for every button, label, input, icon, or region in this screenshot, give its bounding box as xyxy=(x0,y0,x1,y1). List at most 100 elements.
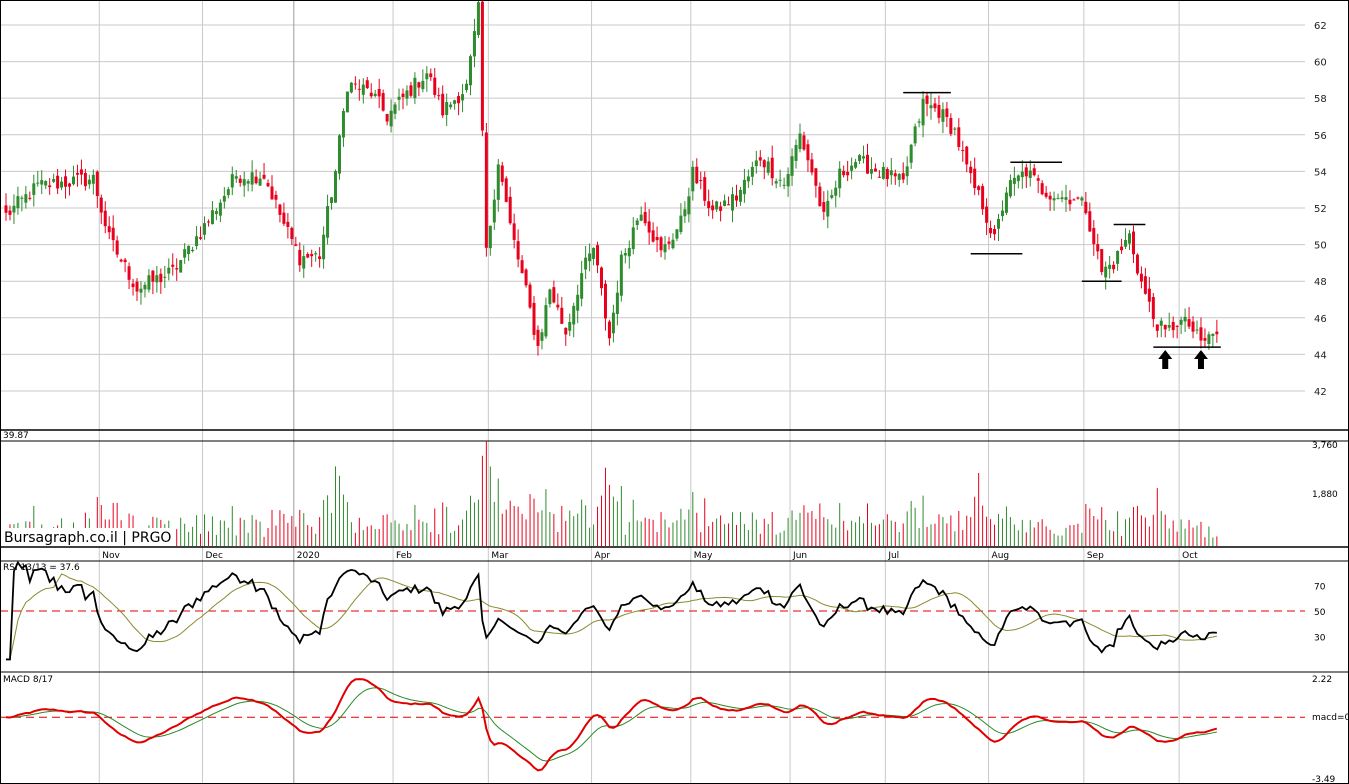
candle-body xyxy=(504,178,508,202)
candle-body xyxy=(627,247,631,257)
month-label: Nov xyxy=(102,551,120,561)
candle-body xyxy=(195,236,199,247)
up-arrow-marker xyxy=(1158,350,1173,369)
candle-body xyxy=(314,253,318,255)
candle-body xyxy=(306,253,310,258)
candle-body xyxy=(766,161,770,173)
candle-body xyxy=(393,104,397,114)
candle-body xyxy=(298,249,302,266)
candle-body xyxy=(258,178,262,186)
candle-body xyxy=(457,96,461,104)
candle-body xyxy=(131,283,135,288)
candle-body xyxy=(401,93,405,97)
candle-body xyxy=(1032,168,1036,176)
candle-body xyxy=(179,260,183,273)
candle-body xyxy=(742,179,746,195)
price-tick-label: 48 xyxy=(1314,277,1327,288)
candle-body xyxy=(357,88,361,90)
candle-body xyxy=(175,268,179,270)
candle-body xyxy=(913,126,917,144)
candle-body xyxy=(429,73,433,78)
candle-body xyxy=(631,227,635,250)
price-tick-label: 46 xyxy=(1314,314,1327,325)
candle-body xyxy=(536,329,540,346)
candle-body xyxy=(945,108,949,118)
candle-body xyxy=(409,85,413,96)
candle-body xyxy=(389,110,393,127)
candle-body xyxy=(64,176,68,187)
candle-body xyxy=(203,223,206,235)
candle-body xyxy=(1112,264,1116,270)
candle-body xyxy=(405,90,409,99)
month-label: Apr xyxy=(595,551,611,561)
month-label: Feb xyxy=(396,551,412,561)
candle-body xyxy=(929,105,933,109)
candle-body xyxy=(222,195,226,202)
candle-body xyxy=(155,275,159,283)
candle-body xyxy=(540,332,544,341)
candle-body xyxy=(556,304,560,308)
candle-body xyxy=(465,83,469,91)
candle-body xyxy=(1104,266,1108,278)
candle-body xyxy=(520,260,524,274)
candle-body xyxy=(965,146,969,165)
candle-body xyxy=(385,114,389,122)
candle-body xyxy=(1076,197,1080,199)
candle-body xyxy=(655,236,659,241)
month-label: Mar xyxy=(491,551,508,561)
candle-body xyxy=(917,121,921,123)
candle-body xyxy=(794,145,798,161)
candle-body xyxy=(107,226,111,233)
candle-body xyxy=(528,284,532,308)
candle-body xyxy=(584,257,588,270)
candle-body xyxy=(159,273,163,283)
candle-body xyxy=(1139,273,1143,282)
candle-body xyxy=(1175,325,1179,327)
candle-body xyxy=(1080,197,1084,201)
candle-body xyxy=(12,205,16,213)
candle-body xyxy=(377,89,381,97)
candle-body xyxy=(671,239,675,249)
candle-body xyxy=(969,166,973,174)
candle-body xyxy=(262,174,266,179)
candle-body xyxy=(524,269,528,286)
candle-body xyxy=(1096,244,1100,252)
candle-body xyxy=(564,327,568,335)
candle-body xyxy=(826,200,830,217)
candle-body xyxy=(683,209,687,217)
candle-body xyxy=(806,144,810,161)
candle-body xyxy=(881,166,885,179)
candle-body xyxy=(1068,199,1072,205)
candle-body xyxy=(187,245,191,255)
candle-body xyxy=(381,93,385,111)
candle-body xyxy=(1199,327,1203,341)
candle-body xyxy=(877,176,881,178)
candle-body xyxy=(286,221,290,227)
candle-body xyxy=(909,144,913,163)
candle-body xyxy=(334,171,338,203)
candle-body xyxy=(445,102,449,115)
candle-body xyxy=(441,93,445,116)
candle-body xyxy=(476,2,480,36)
candle-body xyxy=(905,166,909,177)
candle-body xyxy=(786,174,790,187)
candle-body xyxy=(210,210,214,225)
candle-body xyxy=(278,204,282,215)
candle-body xyxy=(663,244,667,253)
candle-body xyxy=(234,176,238,179)
candle-body xyxy=(997,218,1000,229)
candle-body xyxy=(715,201,719,210)
candle-body xyxy=(596,245,600,266)
candle-body xyxy=(1143,276,1147,294)
candle-body xyxy=(933,103,937,109)
candle-body xyxy=(183,249,187,258)
candle-body xyxy=(830,195,834,198)
candle-body xyxy=(1004,192,1008,213)
candle-body xyxy=(1060,197,1064,200)
candle-body xyxy=(242,179,246,186)
candle-body xyxy=(834,187,838,196)
candle-body xyxy=(8,210,12,215)
volume-panel xyxy=(5,441,1218,546)
candle-body xyxy=(56,175,60,189)
